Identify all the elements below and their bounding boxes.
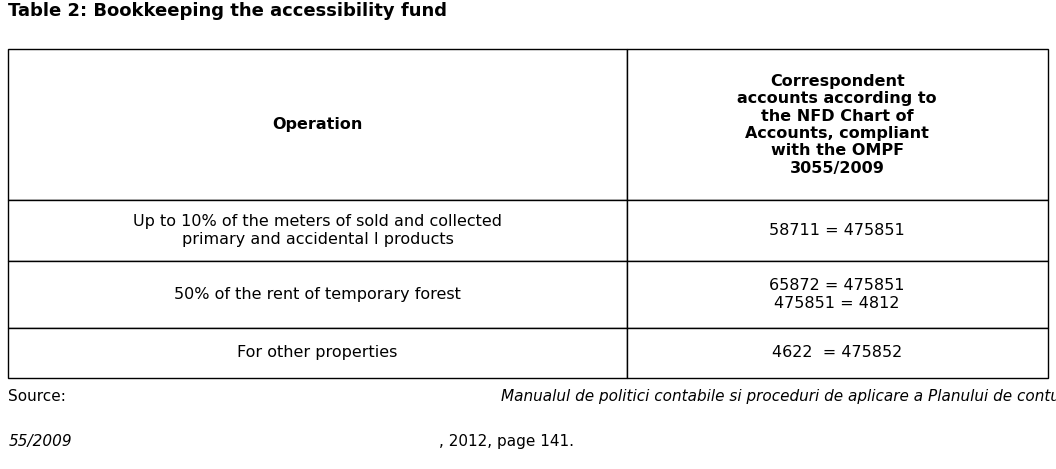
Text: 55/2009: 55/2009 (8, 434, 72, 449)
Text: Up to 10% of the meters of sold and collected
primary and accidental I products: Up to 10% of the meters of sold and coll… (133, 214, 502, 247)
Text: Source:: Source: (8, 389, 71, 404)
Bar (626, 200, 1048, 261)
Text: For other properties: For other properties (238, 346, 398, 360)
Bar (8, 200, 626, 261)
Text: , 2012, page 141.: , 2012, page 141. (439, 434, 574, 449)
Text: Operation: Operation (272, 117, 363, 132)
Bar (8, 49, 626, 200)
Text: Manualul de politici contabile si proceduri de aplicare a Planului de contu: Manualul de politici contabile si proced… (501, 389, 1056, 404)
Text: 65872 = 475851
475851 = 4812: 65872 = 475851 475851 = 4812 (770, 279, 905, 311)
Text: 50% of the rent of temporary forest: 50% of the rent of temporary forest (174, 287, 461, 302)
Bar (626, 49, 1048, 200)
Bar (626, 261, 1048, 328)
Text: Correspondent
accounts according to
the NFD Chart of
Accounts, compliant
with th: Correspondent accounts according to the … (737, 74, 937, 176)
Bar (8, 261, 626, 328)
Text: 58711 = 475851: 58711 = 475851 (769, 223, 905, 238)
Bar (8, 328, 626, 378)
Text: 4622  = 475852: 4622 = 475852 (772, 346, 902, 360)
Text: Table 2: Bookkeeping the accessibility fund: Table 2: Bookkeeping the accessibility f… (8, 2, 448, 20)
Bar (626, 328, 1048, 378)
